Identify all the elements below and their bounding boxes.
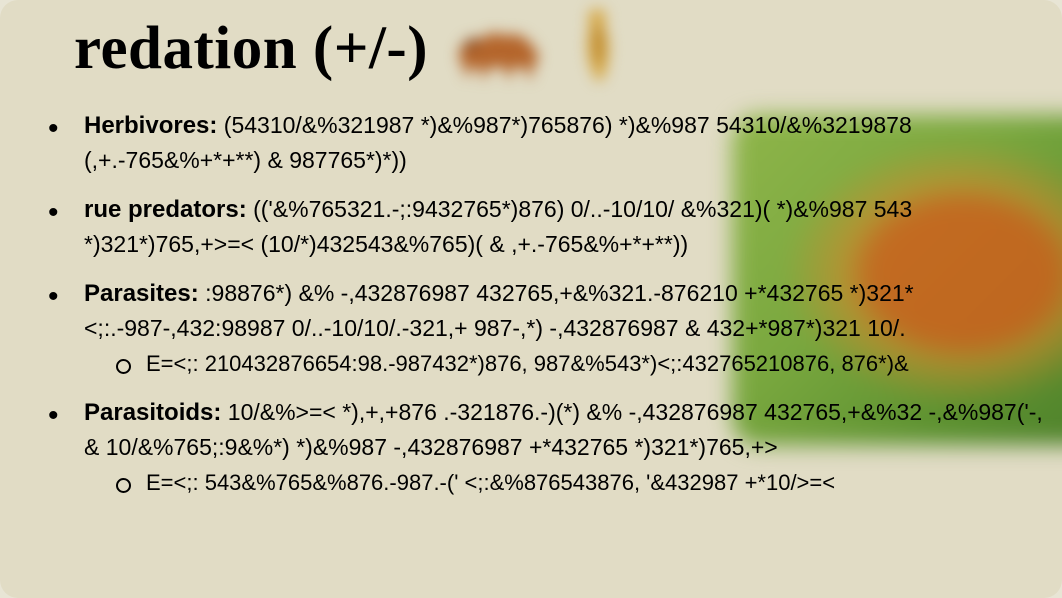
term-parasites: Parasites: bbox=[84, 280, 199, 307]
term-herbivores: Herbivores: bbox=[84, 112, 217, 139]
body-parasitoids: 10/&%>=< *),+,+876 .-321876.-)(*) &% -,4… bbox=[84, 399, 1043, 460]
title-row: redation (+/-) bbox=[0, 0, 1062, 91]
sub-list-parasites: E=<;: 210432876654:98.-987432*)876, 987&… bbox=[84, 349, 1062, 380]
slide-card: redation (+/-) Herbivores: (54310/&%3219… bbox=[0, 0, 1062, 598]
bullet-list: Herbivores: (54310/&%321987 *)&%987*)765… bbox=[0, 109, 1062, 499]
sub-parasites-examples: E=<;: 210432876654:98.-987432*)876, 987&… bbox=[112, 349, 1062, 380]
sub-list-parasitoids: E=<;: 543&%765&%876.-987.-(' <;:&%876543… bbox=[84, 468, 1062, 499]
term-parasitoids: Parasitoids: bbox=[84, 399, 221, 426]
red-fox-icon bbox=[452, 18, 547, 91]
slide-title: redation (+/-) bbox=[74, 14, 428, 84]
meerkat-icon bbox=[575, 6, 621, 91]
title-icons bbox=[452, 6, 621, 91]
bullet-herbivores: Herbivores: (54310/&%321987 *)&%987*)765… bbox=[42, 109, 1062, 177]
body-parasites: :98876*) &% -,432876987 432765,+&%321.-8… bbox=[84, 280, 914, 341]
bullet-true-predators: rue predators: (('&%765321.-;:9432765*)8… bbox=[42, 193, 1062, 261]
sub-parasitoids-examples: E=<;: 543&%765&%876.-987.-(' <;:&%876543… bbox=[112, 468, 1062, 499]
bullet-parasites: Parasites: :98876*) &% -,432876987 43276… bbox=[42, 277, 1062, 380]
bullet-parasitoids: Parasitoids: 10/&%>=< *),+,+876 .-321876… bbox=[42, 396, 1062, 499]
term-true-predators: rue predators: bbox=[84, 196, 247, 223]
